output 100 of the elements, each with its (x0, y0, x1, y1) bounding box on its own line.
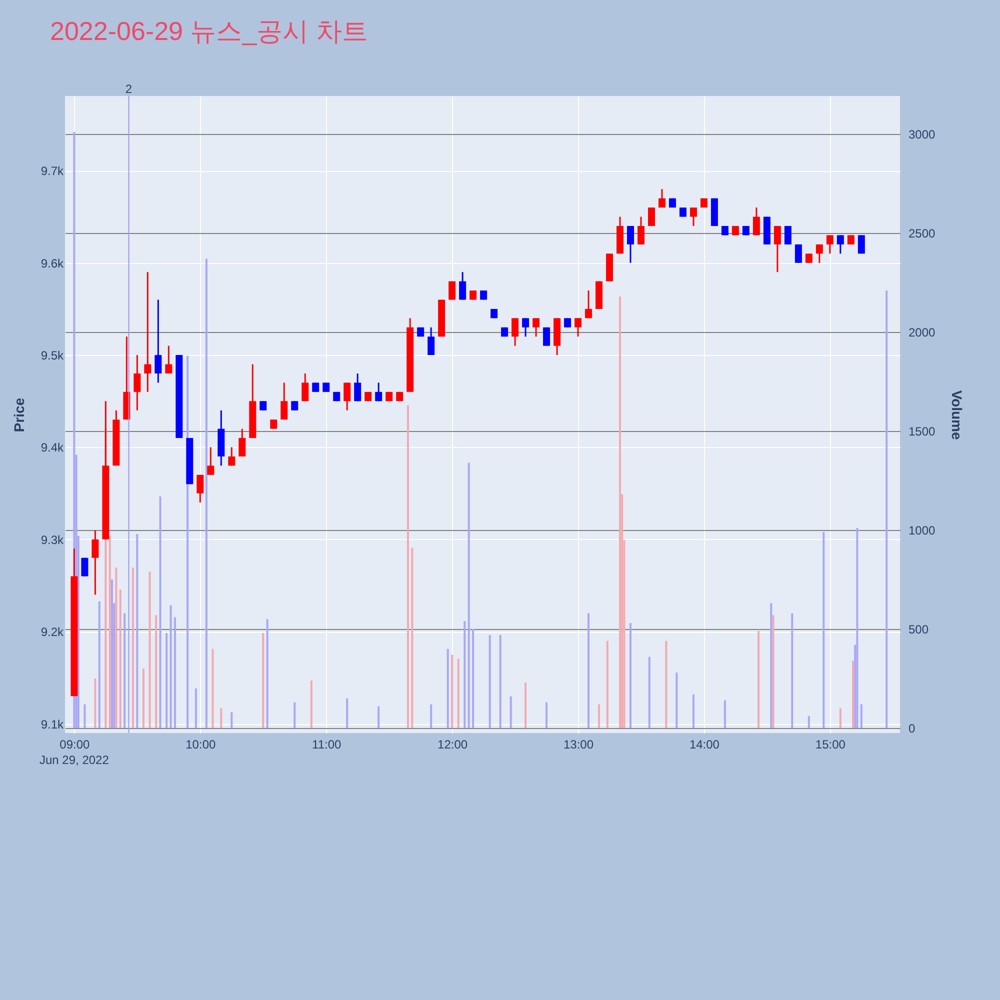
bar (499, 634, 502, 728)
y-tick-label: 9.7k (40, 164, 64, 178)
y-tick-label: 9.3k (40, 532, 64, 547)
bar (856, 528, 858, 728)
bar (464, 621, 466, 728)
candlestick (658, 188, 666, 208)
candlestick (512, 317, 519, 347)
bar (524, 682, 527, 728)
bar (852, 660, 854, 728)
candlestick (312, 382, 320, 393)
candlestick (564, 317, 572, 328)
candlestick (752, 206, 760, 236)
candlestick (459, 271, 466, 300)
candlestick (626, 225, 634, 264)
bar (194, 688, 197, 728)
bar (546, 702, 548, 728)
candlestick (344, 382, 351, 412)
bar (136, 534, 138, 728)
bar (170, 605, 172, 728)
candlestick (585, 290, 592, 319)
bar (451, 654, 454, 728)
candlestick (794, 244, 802, 264)
y-tick-label: 9.2k (40, 625, 64, 640)
bar (294, 702, 296, 728)
candlestick (270, 418, 278, 430)
bar (142, 668, 144, 728)
bar (665, 640, 668, 728)
bar (606, 640, 608, 728)
candlestick (532, 317, 540, 338)
bar (84, 704, 86, 728)
bar (230, 712, 233, 728)
bar (724, 700, 726, 728)
candlestick (428, 326, 435, 356)
bar (510, 696, 512, 728)
y2-tick-label: 2000 (908, 326, 936, 340)
candlestick (847, 234, 854, 246)
candlestick (574, 317, 582, 338)
bar (886, 290, 888, 728)
bar (457, 658, 460, 728)
bar (212, 648, 214, 728)
candlestick (238, 428, 246, 458)
bar (619, 296, 621, 728)
candlestick (826, 234, 834, 254)
y2-tick-label: 1000 (908, 524, 936, 538)
candlestick (784, 225, 792, 246)
bar (676, 672, 678, 728)
bar (411, 548, 414, 728)
bar (772, 615, 774, 728)
bar (472, 629, 474, 728)
y2-tick-label: 500 (908, 622, 929, 637)
bar (155, 615, 158, 728)
y2-axis-title: Volume (949, 390, 966, 440)
candlestick (134, 354, 141, 412)
candlestick (291, 400, 298, 412)
candlestick (354, 372, 362, 402)
ref-line-label: 2 (125, 82, 132, 96)
candlestick (858, 234, 865, 254)
bar (220, 708, 222, 728)
text: Jun 29, 2022 (39, 753, 110, 767)
candlestick (154, 298, 162, 384)
candlestick (280, 382, 288, 420)
bar (446, 648, 449, 728)
x-tick-label: 09:00 (60, 738, 90, 752)
y-tick-label: 9.5k (40, 348, 64, 363)
candlestick (144, 271, 152, 393)
bar (378, 706, 380, 728)
bar (148, 572, 151, 728)
bar (808, 716, 810, 728)
candlestick (805, 252, 812, 264)
candlestick (648, 206, 655, 227)
x-tick-label: 10:00 (186, 738, 216, 752)
bar (262, 633, 264, 728)
bar (346, 698, 348, 728)
candlestick (207, 446, 214, 476)
y-tick-label: 9.6k (40, 256, 64, 270)
y2-tick-label: 2500 (908, 226, 936, 241)
x-tick-label: 12:00 (438, 738, 468, 752)
candlestick (690, 206, 697, 227)
bar (132, 568, 134, 728)
candlestick (260, 400, 267, 412)
bar (588, 613, 590, 728)
candlestick (81, 557, 88, 578)
y2-tick-label: 3000 (908, 128, 936, 142)
candlestick (543, 326, 550, 347)
candlestick (679, 206, 686, 218)
candlestick (375, 382, 382, 402)
x-tick-label: 14:00 (689, 738, 720, 752)
bar (598, 704, 600, 728)
candlestick (196, 474, 204, 504)
bar (839, 708, 842, 728)
candlestick (522, 317, 530, 338)
bar (430, 704, 432, 728)
bar (205, 258, 208, 728)
bar (791, 613, 794, 728)
bar (166, 633, 168, 728)
candlestick (92, 529, 99, 596)
bar (648, 656, 650, 728)
bar (115, 568, 118, 728)
x-tick-label: 15:00 (815, 738, 846, 752)
candlestick (637, 216, 644, 246)
